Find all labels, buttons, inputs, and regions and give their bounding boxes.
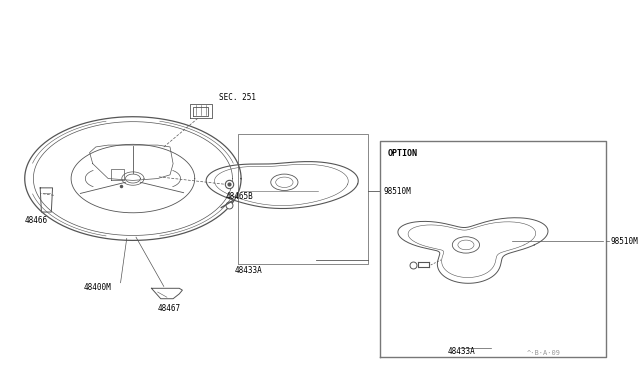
Text: 98510M: 98510M [611,237,639,246]
Text: 48466: 48466 [25,216,48,225]
Text: 48465B: 48465B [226,192,253,201]
Text: 48400M: 48400M [83,283,111,292]
Text: 48467: 48467 [157,304,180,312]
Text: 48433A: 48433A [235,266,262,275]
Text: OPTION: OPTION [388,149,418,158]
Text: 48433A: 48433A [448,347,476,356]
Text: ^·B·A·09: ^·B·A·09 [527,350,561,356]
Text: 98510M: 98510M [383,187,411,196]
Text: SEC. 251: SEC. 251 [220,93,257,102]
